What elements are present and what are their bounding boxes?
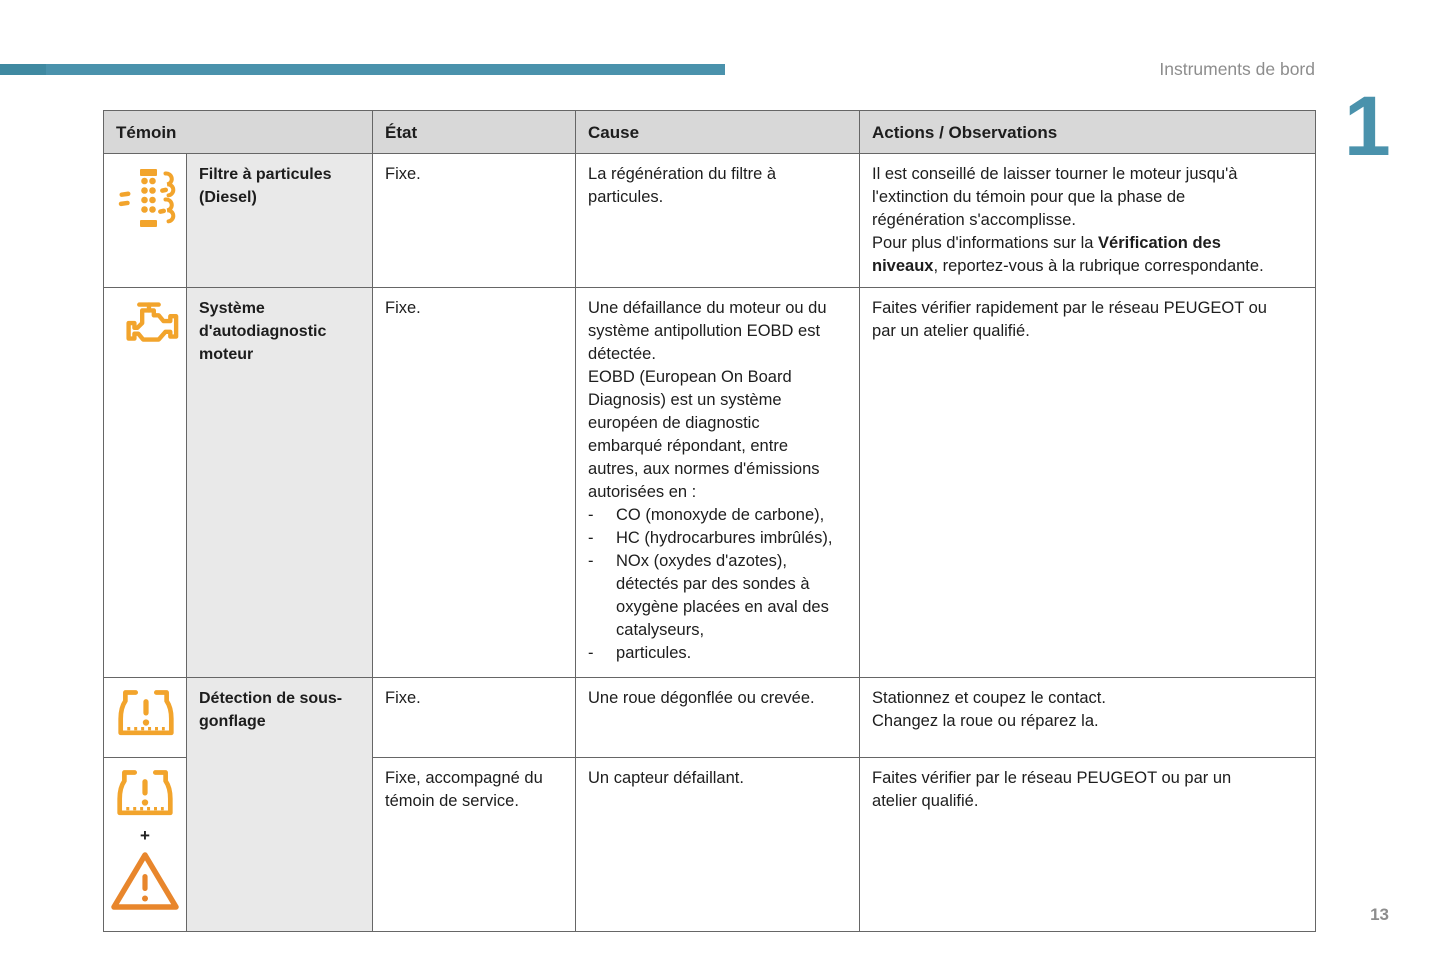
actions-text: Il est conseillé de laisser tourner le m…	[872, 165, 1238, 252]
chapter-number: 1	[1344, 79, 1391, 173]
list-dash: -	[588, 506, 594, 524]
temoin-label: Filtre à particules (Diesel)	[185, 153, 374, 288]
cause-intro: Une défaillance du moteur ou du système …	[588, 299, 827, 501]
etat-cell: Fixe, accompagné du témoin de service.	[372, 757, 577, 932]
temoin-icon-cell	[103, 677, 187, 758]
page-number: 13	[1370, 905, 1389, 924]
actions-cell: Stationnez et coupez le contact. Changez…	[859, 677, 1317, 758]
col-header-temoin: Témoin	[102, 110, 374, 154]
cause-list-item: - NOx (oxydes d'azotes), détectés par des…	[588, 550, 847, 642]
actions-text: , reportez-vous à la rubrique correspond…	[933, 257, 1264, 275]
temoin-icon-cell	[103, 287, 187, 678]
list-dash: -	[588, 552, 594, 570]
cause-cell: Un capteur défaillant.	[575, 757, 861, 932]
table-header-row: Témoin État Cause Actions / Observations	[102, 110, 1317, 154]
actions-cell: Il est conseillé de laisser tourner le m…	[859, 153, 1317, 288]
cause-list-item: - particules.	[588, 642, 847, 665]
etat-cell: Fixe.	[372, 287, 577, 678]
list-item-text: HC (hydrocarbures imbrûlés),	[616, 529, 833, 547]
temoin-icon-cell: +	[103, 757, 187, 932]
col-header-actions: Actions / Observations	[859, 110, 1317, 154]
table-row: Détection de sous- gonflage Fixe. Une ro…	[103, 677, 1317, 932]
table-row: Filtre à particules (Diesel) Fixe. La ré…	[103, 153, 1317, 288]
table-row: Système d'autodiagnostic moteur Fixe. Un…	[103, 287, 1317, 678]
warning-lights-table: Témoin État Cause Actions / Observations	[102, 110, 1317, 932]
cause-cell: La régénération du filtre à particules.	[575, 153, 861, 288]
list-dash: -	[588, 529, 594, 547]
etat-cell: Fixe.	[372, 677, 577, 758]
cause-list-item: - CO (monoxyde de carbone),	[588, 504, 847, 527]
temoin-label: Système d'autodiagnostic moteur	[185, 287, 374, 678]
engine-icon	[116, 299, 179, 349]
col-header-cause: Cause	[575, 110, 861, 154]
actions-cell: Faites vérifier rapidement par le réseau…	[859, 287, 1317, 678]
temoin-icon-cell	[103, 153, 187, 288]
particulate-filter-icon	[116, 165, 176, 231]
list-dash: -	[588, 644, 594, 662]
col-header-etat: État	[372, 110, 577, 154]
chapter-color-bar	[0, 64, 725, 75]
list-item-text: CO (monoxyde de carbone),	[616, 506, 825, 524]
temoin-label: Détection de sous- gonflage	[185, 677, 374, 932]
warning-triangle-icon	[109, 849, 181, 913]
tire-pressure-icon	[115, 767, 175, 823]
running-header-title: Instruments de bord	[1159, 59, 1315, 79]
actions-bold-reference: Vérification des niveaux	[872, 234, 1221, 275]
tire-pressure-icon	[116, 687, 174, 743]
table-row: + Fixe, accompagné du témoi	[103, 757, 1317, 932]
temoin-icon-combination: +	[111, 767, 179, 913]
cause-cell: Une défaillance du moteur ou du système …	[575, 287, 861, 678]
cause-list-item: - HC (hydrocarbures imbrûlés),	[588, 527, 847, 550]
etat-cell: Fixe.	[372, 153, 577, 288]
list-item-text: particules.	[616, 644, 692, 662]
cause-cell: Une roue dégonflée ou crevée.	[575, 677, 861, 758]
list-item-text: NOx (oxydes d'azotes), détectés par des …	[616, 552, 829, 639]
plus-sign: +	[140, 826, 150, 845]
actions-cell: Faites vérifier par le réseau PEUGEOT ou…	[859, 757, 1317, 932]
